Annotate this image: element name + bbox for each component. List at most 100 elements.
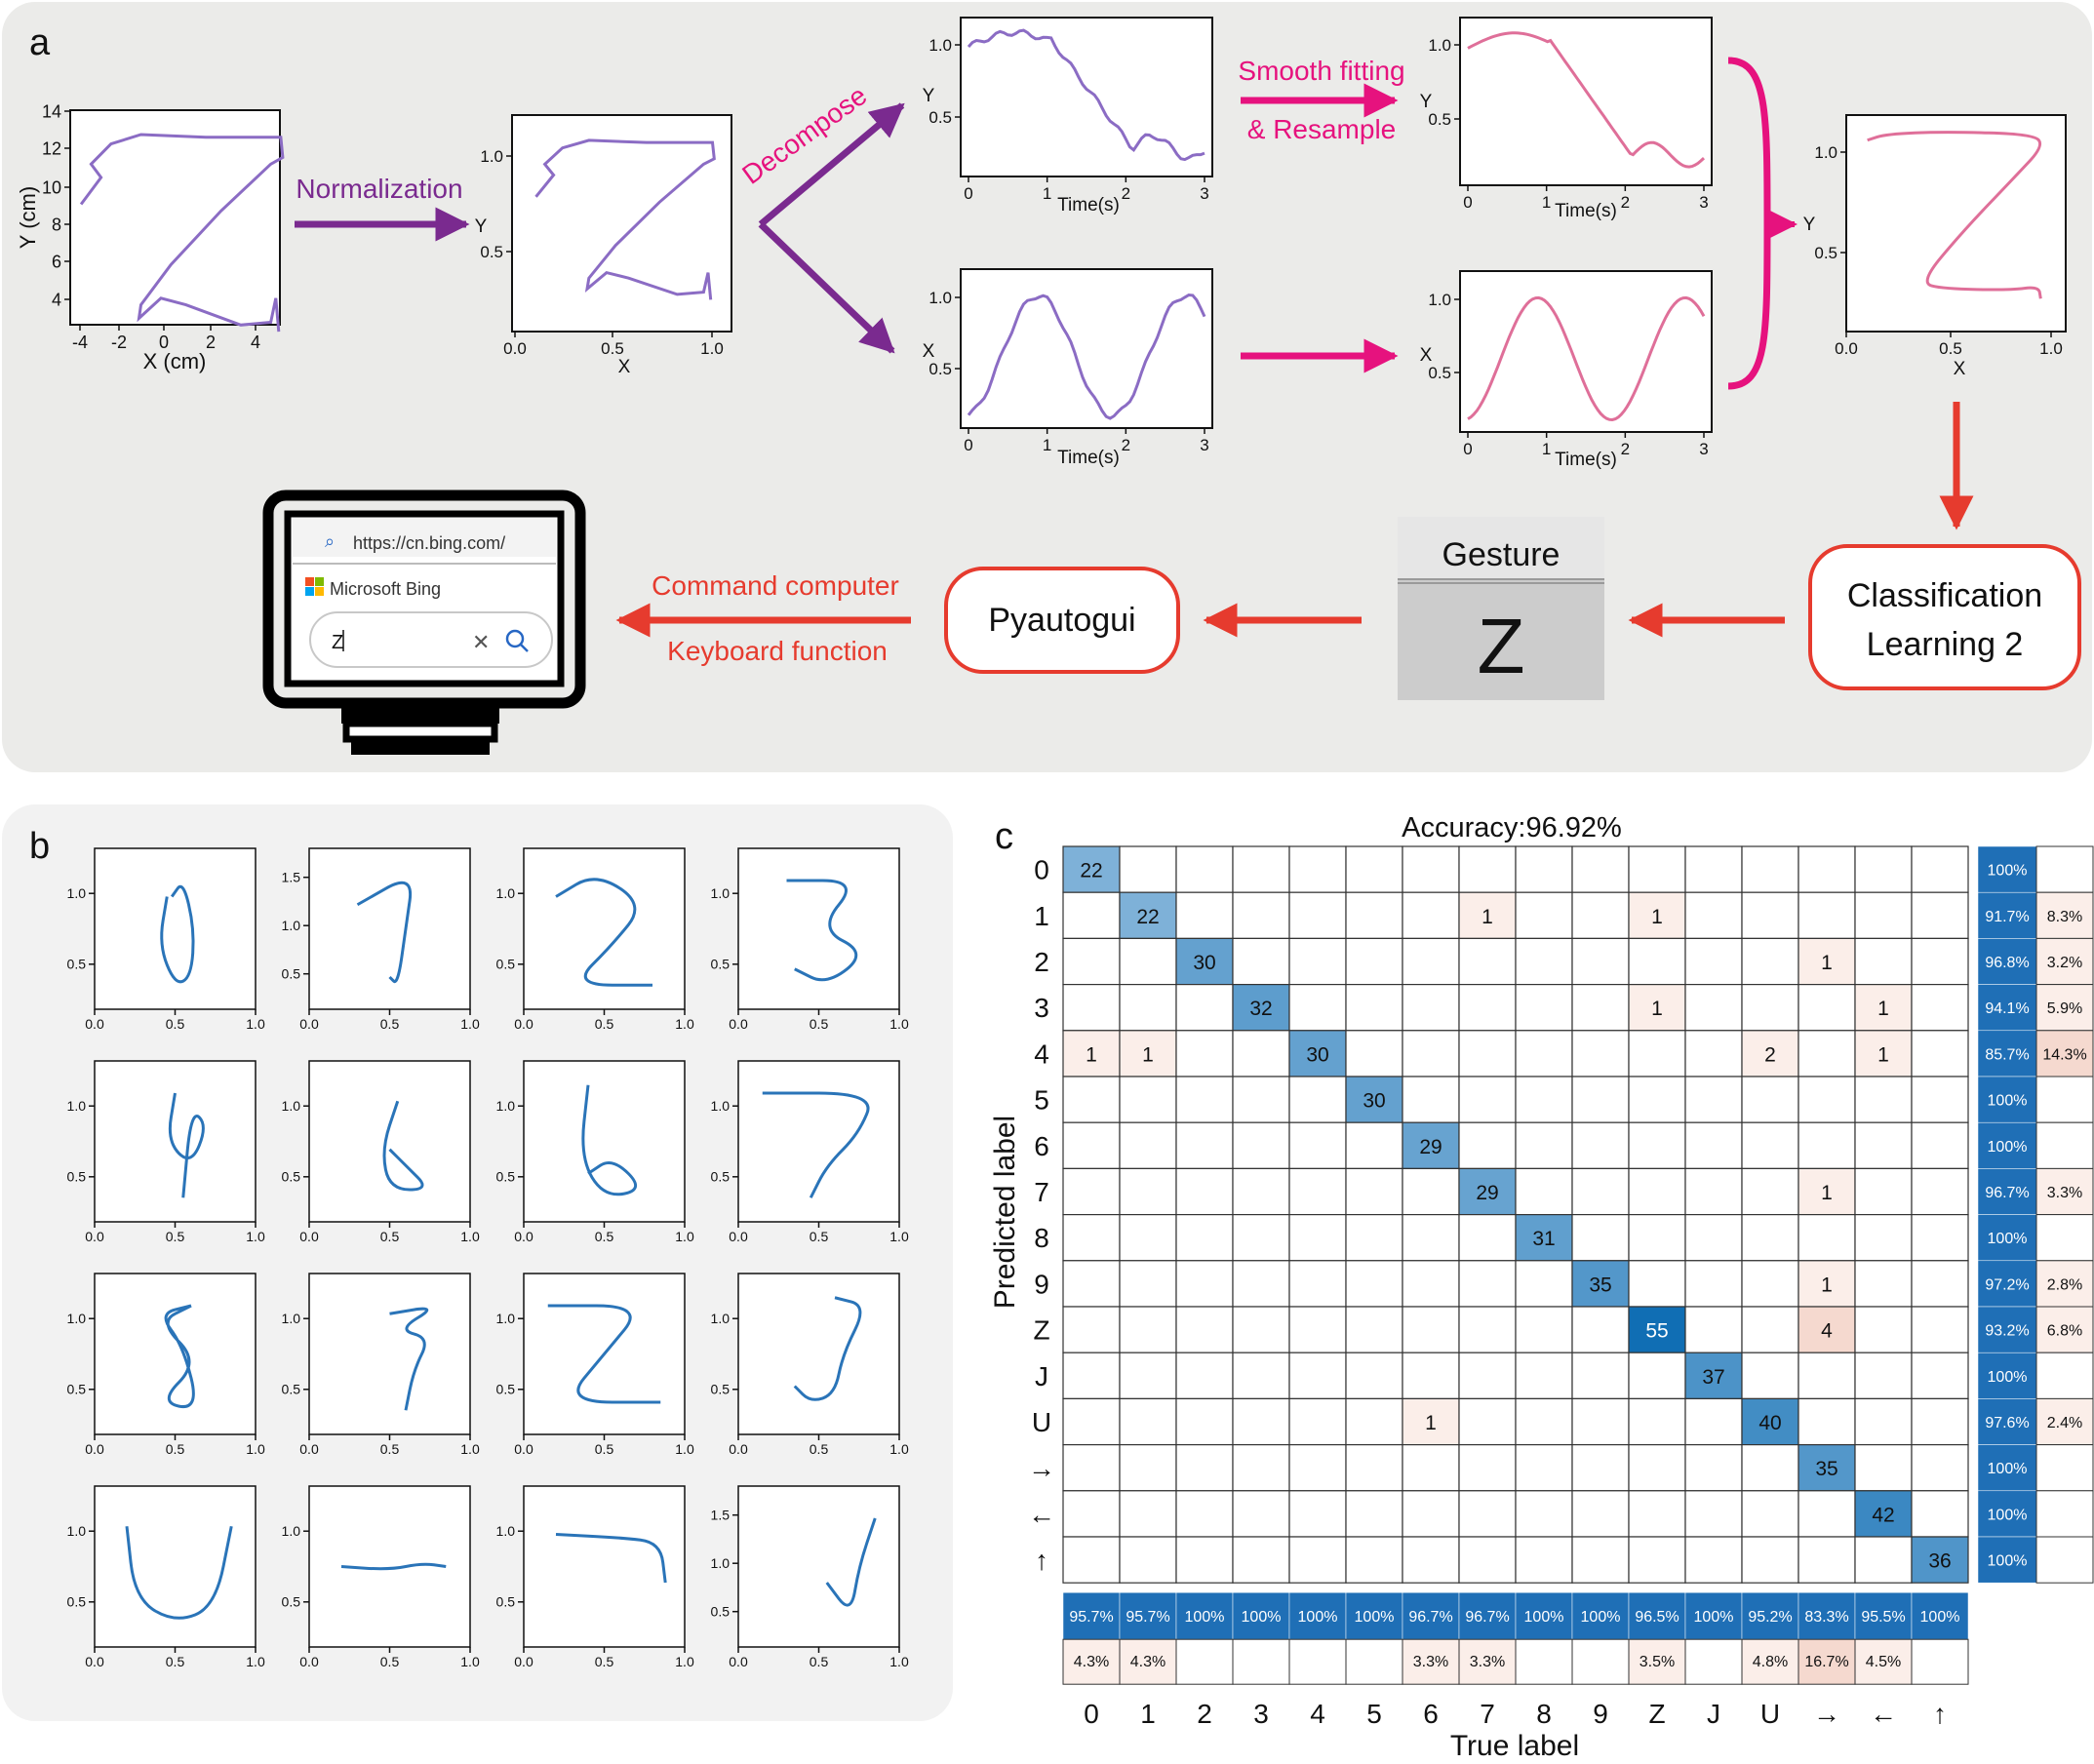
row-precision: 100% <box>1988 1093 2028 1110</box>
digit-x-ticks: 0.0 0.5 1.0 <box>299 1222 480 1244</box>
digit-x-tick-label: 0.5 <box>166 1016 185 1032</box>
raw-y-tick-label: 10 <box>42 177 61 197</box>
matrix-cell <box>1402 891 1460 940</box>
matrix-cell <box>1288 1490 1347 1538</box>
matrix-cell <box>1345 1490 1403 1538</box>
matrix-cell: 22 <box>1062 845 1121 893</box>
matrix-cell <box>1458 1030 1517 1078</box>
digit-x-ticks: 0.0 0.5 1.0 <box>85 1222 265 1244</box>
col-error: 4.8% <box>1753 1654 1788 1670</box>
matrix-cell <box>1571 1213 1630 1262</box>
gesture-label: Gesture <box>1442 536 1561 573</box>
smooth-y-time-ylabel: Y <box>1420 92 1433 112</box>
row-label: 0 <box>1034 855 1049 885</box>
raw-x-time-xlabel: Time(s) <box>1057 448 1120 468</box>
col-recall-cell <box>1232 1591 1290 1640</box>
matrix-cell <box>1345 1397 1403 1446</box>
row-precision: 97.2% <box>1985 1276 2029 1293</box>
matrix-cell <box>1458 1352 1517 1399</box>
row-error-cell <box>2035 891 2094 939</box>
matrix-cell <box>1628 845 1686 893</box>
digit-x-ticks: 0.0 0.5 1.0 <box>729 1434 909 1457</box>
column-label: 5 <box>1366 1699 1382 1729</box>
digit-trace <box>160 884 195 984</box>
matrix-cell <box>1062 1490 1121 1538</box>
matrix-cell <box>1175 1121 1234 1169</box>
smooth-label-line2: & Resample <box>1247 114 1397 144</box>
raw-yt-y-tick-label: 0.5 <box>928 108 952 127</box>
row-label: ↑ <box>1035 1546 1048 1576</box>
matrix-cell <box>1402 845 1460 893</box>
raw-y-time-trace <box>967 28 1205 162</box>
col-error-cell <box>1175 1638 1234 1685</box>
smooth-y-time-x-ticks: 0 1 2 3 <box>1463 185 1709 212</box>
digit-trace <box>125 1525 233 1620</box>
normalized-trajectory-plot: 0.0 0.5 1.0 0.5 1.0 X Y <box>475 114 732 377</box>
col-recall: 95.7% <box>1069 1609 1113 1626</box>
smooth-x-time-ylabel: X <box>1420 345 1433 366</box>
column-label: 7 <box>1480 1699 1495 1729</box>
matrix-cell <box>1854 1536 1913 1584</box>
col-recall-cell <box>1684 1591 1743 1640</box>
microsoft-logo-icon <box>305 577 324 596</box>
col-error: 4.3% <box>1130 1654 1166 1670</box>
matrix-cell <box>1232 1536 1290 1584</box>
digit-x-ticks: 0.0 0.5 1.0 <box>514 1222 694 1244</box>
matrix-cell: 35 <box>1798 1443 1856 1492</box>
matrix-value: 1 <box>1821 952 1833 974</box>
col-recall-cell <box>1345 1591 1403 1640</box>
row-error-cell <box>2035 1397 2094 1446</box>
matrix-cell <box>1515 891 1573 940</box>
matrix-value: 1 <box>1877 998 1889 1020</box>
matrix-value: 55 <box>1645 1320 1668 1343</box>
matrix-cell <box>1288 1167 1347 1216</box>
col-recall-cell <box>1854 1591 1913 1640</box>
matrix-cell <box>1741 1260 1799 1308</box>
digit-x-tick-label: 0.5 <box>166 1654 185 1669</box>
matrix-cell <box>1684 1306 1743 1353</box>
raw-x-tick-label: 4 <box>251 333 260 352</box>
matrix-cell <box>1741 1536 1799 1584</box>
digit-plot-4: 0.0 0.5 1.0 0.5 1.0 <box>67 1060 265 1244</box>
digit-x-ticks: 0.0 0.5 1.0 <box>514 1647 694 1669</box>
smooth-y-time-plot: 0 1 2 3 0.5 1.0 Time(s) Y <box>1420 17 1713 221</box>
sm-xt-y-tick-label: 0.5 <box>1428 364 1451 382</box>
matrix-cell <box>1741 1443 1799 1492</box>
sm-yt-x-tick-label: 2 <box>1621 193 1630 212</box>
matrix-cell <box>1854 1397 1913 1446</box>
matrix-cell <box>1854 1121 1913 1169</box>
digit-y-ticks: 0.5 1.0 <box>67 1311 95 1397</box>
matrix-cell <box>1119 1260 1177 1308</box>
digit-y-tick-label: 0.5 <box>496 1382 516 1397</box>
norm-x-tick-label: 0.5 <box>601 339 624 358</box>
matrix-cell <box>1458 1260 1517 1308</box>
raw-y-tick-label: 8 <box>52 215 61 234</box>
digit-y-tick-label: 1.5 <box>282 870 301 885</box>
raw-y-ticks: 4 6 8 10 12 14 <box>42 101 70 309</box>
col-recall-cell <box>1402 1591 1460 1640</box>
digit-plot-15: 0.0 0.5 1.0 0.5 1.0 1.5 <box>711 1485 909 1669</box>
matrix-cell <box>1345 1352 1403 1399</box>
matrix-cell <box>1571 937 1630 986</box>
norm-y-ticks: 0.5 1.0 <box>480 147 512 261</box>
matrix-cell <box>1911 1213 1969 1262</box>
matrix-cell <box>1119 1397 1177 1446</box>
raw-xt-x-tick-label: 1 <box>1043 436 1051 454</box>
raw-x-tick-label: -2 <box>111 333 127 352</box>
digit-y-tick-label: 0.5 <box>282 1169 301 1185</box>
matrix-cell <box>1741 845 1799 893</box>
column-label: 4 <box>1310 1699 1325 1729</box>
matrix-cell <box>1458 937 1517 986</box>
matrix-cell <box>1345 937 1403 986</box>
sm-yt-y-tick-label: 1.0 <box>1428 36 1451 55</box>
digit-y-ticks: 0.5 1.0 <box>67 1523 95 1610</box>
col-recall: 96.5% <box>1635 1609 1679 1626</box>
row-error-cell <box>2035 1167 2094 1216</box>
matrix-cell <box>1515 1260 1573 1308</box>
matrix-cell <box>1741 983 1799 1032</box>
decompose-arrow-up <box>758 102 905 227</box>
matrix-cell <box>1798 1076 1856 1123</box>
digit-y-tick-label: 0.5 <box>711 1382 731 1397</box>
raw-xt-x-tick-label: 0 <box>964 436 972 454</box>
matrix-cell <box>1911 1076 1969 1123</box>
